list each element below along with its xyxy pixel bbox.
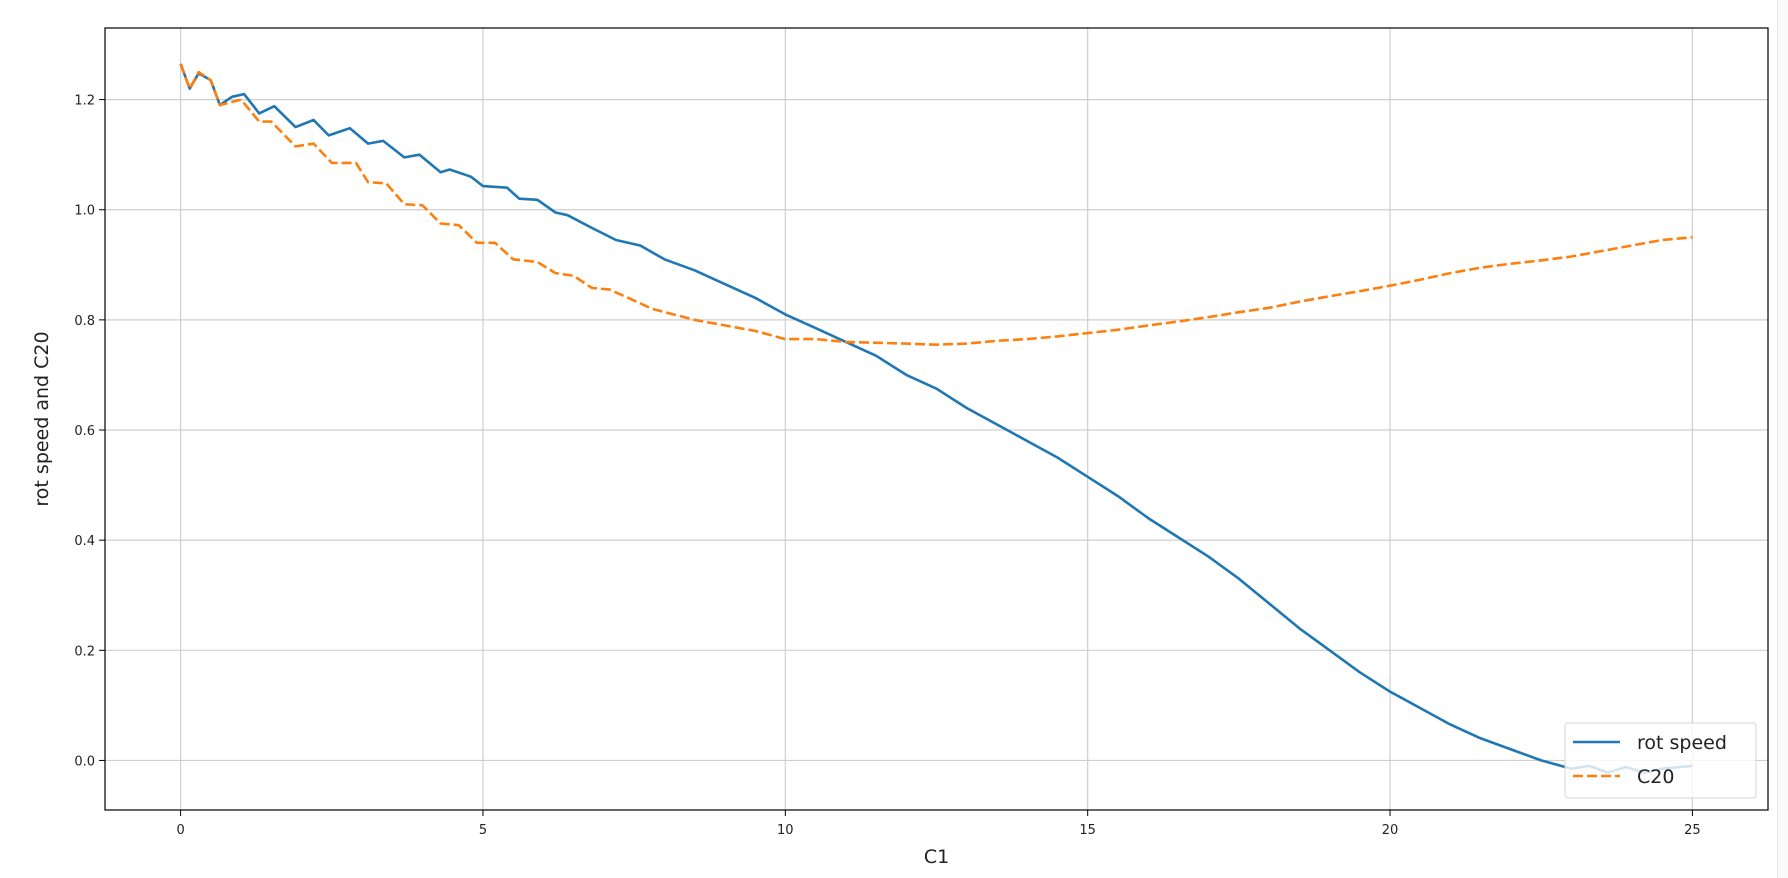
y-tick-label: 0.6 bbox=[74, 424, 95, 439]
series-lines bbox=[179, 63, 1693, 774]
x-axis-label: C1 bbox=[924, 846, 949, 868]
y-tick-label: 0.2 bbox=[74, 644, 95, 659]
series-line-c20 bbox=[179, 63, 1693, 346]
window-edge bbox=[1777, 0, 1788, 878]
x-tick-label: 10 bbox=[777, 823, 794, 838]
plot-frame bbox=[104, 27, 1769, 811]
legend-label: C20 bbox=[1637, 766, 1674, 788]
series-line-rot-speed bbox=[179, 63, 1693, 774]
y-tick-label: 0.0 bbox=[74, 754, 95, 769]
y-tick-label: 0.4 bbox=[74, 534, 95, 549]
x-tick-label: 0 bbox=[176, 823, 184, 838]
legend: rot speed C20 bbox=[1564, 722, 1757, 799]
y-tick-label: 1.2 bbox=[74, 94, 95, 109]
legend-label: rot speed bbox=[1637, 732, 1727, 754]
grid-lines bbox=[105, 28, 1768, 810]
x-tick-label: 5 bbox=[479, 823, 487, 838]
x-tick-label: 15 bbox=[1079, 823, 1096, 838]
axis-ticks: 0 5 10 15 20 25 0.0 0.2 0.4 0.6 0.8 1.0 1.2 bbox=[74, 94, 1700, 838]
y-tick-label: 0.8 bbox=[74, 314, 95, 329]
x-tick-label: 20 bbox=[1382, 823, 1399, 838]
y-tick-label: 1.0 bbox=[74, 204, 95, 219]
y-axis-label: rot speed and C20 bbox=[31, 331, 53, 506]
x-tick-label: 25 bbox=[1684, 823, 1701, 838]
